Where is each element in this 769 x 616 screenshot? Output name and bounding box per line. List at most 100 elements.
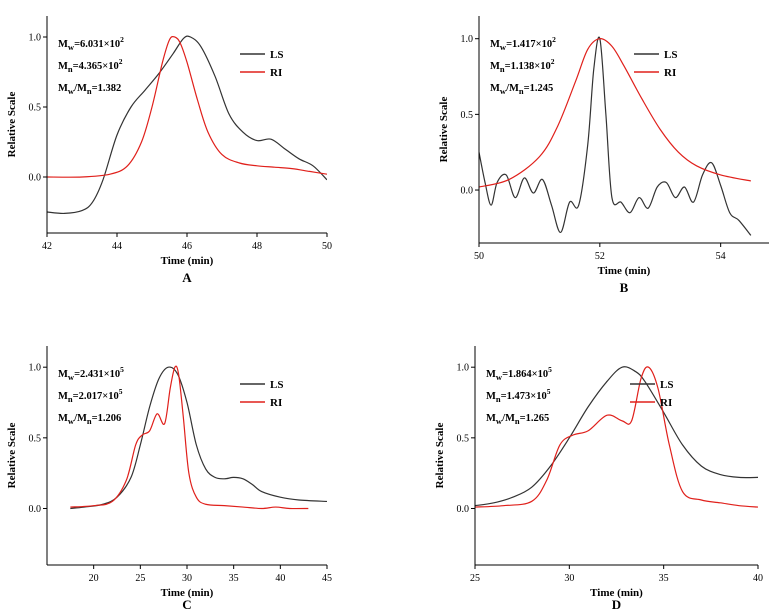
y-tick-label: 0.5 bbox=[29, 433, 42, 444]
series-line-ri bbox=[70, 365, 309, 510]
chart-panel-a: 42 44 46 48 50 0.0 0.5 1.0 Time (min) Relative Sc… bbox=[6, 16, 332, 285]
annotation-subscript: n bbox=[87, 416, 92, 426]
annotation-text: Mn=1.473×105 bbox=[486, 387, 551, 404]
y-tick-label: 1.0 bbox=[457, 363, 470, 374]
y-tick-label: 0.5 bbox=[457, 433, 470, 444]
y-tick-label: 0.5 bbox=[29, 103, 42, 114]
annotation-symbol: M bbox=[58, 369, 68, 380]
annotation-symbol: M bbox=[58, 83, 68, 94]
annotation-divider: /M bbox=[505, 83, 519, 94]
y-tick-label: 0.0 bbox=[457, 504, 470, 515]
annotation-value: =1.206 bbox=[92, 413, 122, 424]
series-line-ls bbox=[475, 366, 758, 507]
annotation-symbol: M bbox=[58, 413, 68, 424]
annotation-text: Mw=1.864×105 bbox=[486, 365, 552, 382]
legend-label-ls: LS bbox=[660, 379, 673, 391]
x-tick-label: 40 bbox=[753, 573, 763, 584]
y-tick-label: 1.0 bbox=[29, 33, 42, 44]
annotation-subscript: w bbox=[68, 42, 75, 52]
x-tick-label: 52 bbox=[595, 251, 605, 262]
annotation-subscript: n bbox=[515, 416, 520, 426]
y-axis-title: Relative Scale bbox=[434, 423, 446, 489]
y-axis-title: Relative Scale bbox=[6, 92, 18, 158]
annotation-subscript: w bbox=[496, 372, 503, 382]
x-tick-label: 30 bbox=[564, 573, 574, 584]
annotation-text: Mw=6.031×102 bbox=[58, 35, 124, 52]
annotation-superscript: 5 bbox=[119, 387, 123, 396]
annotation-value: =2.017×10 bbox=[73, 391, 119, 402]
series-line-ri bbox=[479, 38, 751, 188]
x-tick-label: 45 bbox=[322, 573, 332, 584]
annotation-divider: /M bbox=[73, 83, 87, 94]
annotation-text: Mn=2.017×105 bbox=[58, 387, 123, 404]
annotation-superscript: 2 bbox=[552, 35, 556, 44]
series-line-ls bbox=[47, 35, 327, 215]
panel-label: C bbox=[182, 597, 191, 612]
legend-label-ri: RI bbox=[270, 397, 282, 409]
panel-label: B bbox=[620, 280, 629, 295]
x-tick-label: 25 bbox=[470, 573, 480, 584]
annotation-text: Mw/Mn=1.245 bbox=[490, 83, 553, 96]
legend-label-ri: RI bbox=[270, 67, 282, 79]
annotation-divider: /M bbox=[501, 413, 515, 424]
series-line-ls bbox=[70, 366, 327, 510]
annotation-text: Mw=1.417×102 bbox=[490, 35, 556, 52]
series-line-ri bbox=[475, 366, 758, 508]
annotation-symbol: M bbox=[490, 39, 500, 50]
annotation-text: Mw/Mn=1.206 bbox=[58, 413, 121, 426]
annotation-symbol: M bbox=[58, 391, 68, 402]
chart-panel-b: 50 52 54 0.0 0.5 1.0 Time (min) Relative Scale M… bbox=[438, 16, 769, 295]
annotation-text: Mw/Mn=1.265 bbox=[486, 413, 549, 426]
annotation-value: =1.382 bbox=[92, 83, 122, 94]
annotation-symbol: M bbox=[490, 83, 500, 94]
annotation-symbol: M bbox=[490, 61, 500, 72]
annotation-subscript: n bbox=[87, 86, 92, 96]
x-tick-label: 50 bbox=[322, 241, 332, 252]
annotation-symbol: M bbox=[486, 391, 496, 402]
annotation-value: =1.245 bbox=[524, 83, 554, 94]
chart-panel-d: 25 30 35 40 0.0 0.5 1.0 Time (min) Relative Scal… bbox=[434, 346, 763, 612]
x-tick-label: 42 bbox=[42, 241, 52, 252]
annotation-superscript: 2 bbox=[120, 35, 124, 44]
annotation-symbol: M bbox=[58, 61, 68, 72]
annotation-superscript: 5 bbox=[548, 365, 552, 374]
x-axis-title: Time (min) bbox=[161, 255, 214, 267]
annotation-superscript: 5 bbox=[547, 387, 551, 396]
y-axis-title: Relative Scale bbox=[6, 423, 18, 489]
annotation-superscript: 2 bbox=[119, 57, 123, 66]
chart-panel-c: 20 25 30 35 40 45 0.0 0.5 1.0 Time (min) Relative … bbox=[6, 346, 332, 612]
x-tick-label: 54 bbox=[716, 251, 726, 262]
annotation-value: =2.431×10 bbox=[74, 369, 120, 380]
annotation-subscript: w bbox=[500, 42, 507, 52]
annotation-value: =1.473×10 bbox=[501, 391, 547, 402]
series-line-ri bbox=[47, 35, 327, 178]
x-tick-label: 50 bbox=[474, 251, 484, 262]
x-tick-label: 35 bbox=[229, 573, 239, 584]
legend-label-ri: RI bbox=[664, 67, 676, 79]
annotation-value: =1.417×10 bbox=[506, 39, 552, 50]
x-axis-title: Time (min) bbox=[590, 587, 643, 599]
annotation-text: Mw/Mn=1.382 bbox=[58, 83, 121, 96]
legend-label-ls: LS bbox=[664, 49, 677, 61]
legend-label-ri: RI bbox=[660, 397, 672, 409]
series-line-ls bbox=[479, 36, 752, 236]
y-tick-label: 0.0 bbox=[461, 186, 474, 197]
x-axis-title: Time (min) bbox=[161, 587, 214, 599]
annotation-superscript: 5 bbox=[120, 365, 124, 374]
annotation-text: Mn=4.365×102 bbox=[58, 57, 123, 74]
x-tick-label: 40 bbox=[275, 573, 285, 584]
x-tick-label: 44 bbox=[112, 241, 122, 252]
annotation-superscript: 2 bbox=[551, 57, 555, 66]
annotation-subscript: n bbox=[500, 64, 505, 74]
y-tick-label: 1.0 bbox=[461, 34, 474, 45]
y-tick-label: 0.0 bbox=[29, 504, 42, 515]
annotation-symbol: M bbox=[486, 413, 496, 424]
x-tick-label: 48 bbox=[252, 241, 262, 252]
annotation-symbol: M bbox=[58, 39, 68, 50]
annotation-subscript: n bbox=[68, 64, 73, 74]
annotation-value: =1.265 bbox=[520, 413, 550, 424]
annotation-subscript: n bbox=[496, 394, 501, 404]
annotation-subscript: w bbox=[68, 372, 75, 382]
annotation-value: =1.864×10 bbox=[502, 369, 548, 380]
